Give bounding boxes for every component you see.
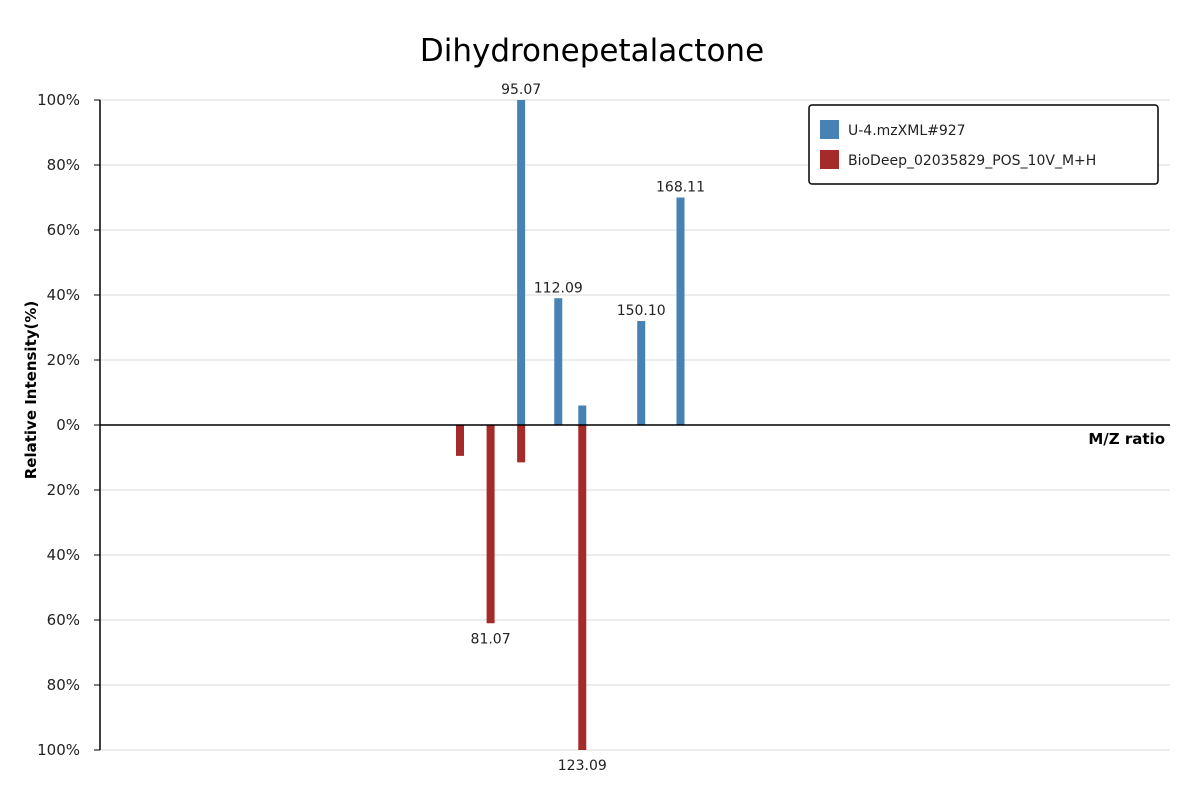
y-tick-label: 60% xyxy=(47,221,80,239)
peak-label: 123.09 xyxy=(558,758,607,774)
grid-lines xyxy=(100,99,1170,751)
y-tick-label: 20% xyxy=(47,351,80,369)
legend: U-4.mzXML#927 BioDeep_02035829_POS_10V_M+… xyxy=(808,104,1159,185)
reference-peak-bar xyxy=(578,425,587,750)
legend-label: U-4.mzXML#927 xyxy=(848,123,966,139)
y-tick-label: 40% xyxy=(47,286,80,304)
y-tick-label: 40% xyxy=(47,546,80,564)
y-tick-label: 0% xyxy=(56,416,80,434)
sample-peak-bar xyxy=(578,405,587,425)
x-axis-label: M/Z ratio xyxy=(1088,430,1165,448)
legend-swatch xyxy=(820,120,839,139)
legend-swatch xyxy=(820,150,839,169)
y-tick-labels: 100% 80% 60% 40% 20% 0% 20% 40% 60% 80% 100% xyxy=(37,91,100,759)
y-tick-label: 80% xyxy=(47,156,80,174)
legend-box xyxy=(808,104,1159,185)
peak-label: 112.09 xyxy=(534,280,583,296)
sample-peak-bar xyxy=(676,197,685,425)
reference-peak-bar xyxy=(517,425,526,463)
y-tick-label: 100% xyxy=(37,741,80,759)
peak-label: 81.07 xyxy=(471,631,511,647)
y-tick-label: 20% xyxy=(47,481,80,499)
sample-peak-bar xyxy=(554,298,563,425)
peak-label: 150.10 xyxy=(617,303,666,319)
y-tick-label: 100% xyxy=(37,91,80,109)
sample-peak-bar xyxy=(637,321,646,425)
y-tick-label: 80% xyxy=(47,676,80,694)
legend-label: BioDeep_02035829_POS_10V_M+H xyxy=(848,153,1096,169)
reference-peak-bar xyxy=(456,425,464,456)
chart-title: Dihydronepetalactone xyxy=(420,33,764,69)
reference-peak-bar xyxy=(486,425,495,624)
axes xyxy=(99,100,1170,750)
peak-label: 168.11 xyxy=(656,180,705,196)
sample-peak-bar xyxy=(517,100,526,425)
data-labels: 95.07 112.09 150.10 168.11 81.07 123.09 xyxy=(471,82,705,774)
bars xyxy=(456,100,685,750)
y-tick-label: 60% xyxy=(47,611,80,629)
y-axis-label: Relative Intensity(%) xyxy=(22,301,40,480)
peak-label: 95.07 xyxy=(501,82,541,98)
